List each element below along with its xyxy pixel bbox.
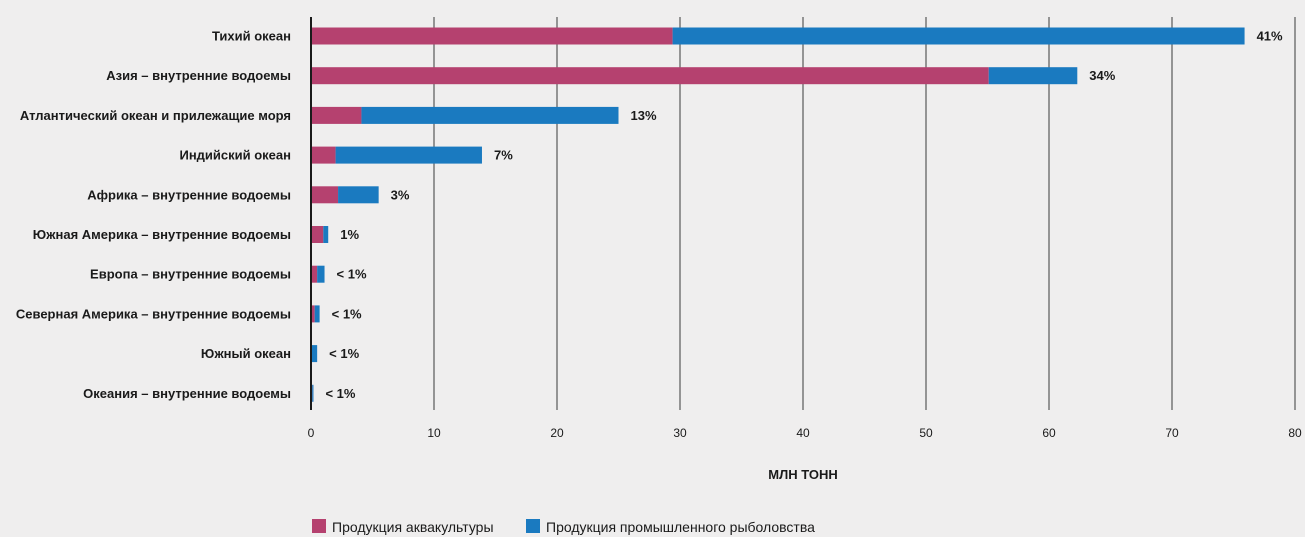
bar-aquaculture [311,305,315,323]
bar-capture [311,345,318,363]
bar-capture [335,146,482,164]
bar-capture [988,67,1078,85]
legend: Продукция аквакультуры Продукция промышле… [312,519,815,535]
data-labels: 41% 34% 13% 7% 3% 1% < 1% < 1% < 1% < 1% [325,29,1283,401]
data-label: 41% [1257,29,1283,44]
legend-label: Продукция промышленного рыболовства [546,519,815,535]
category-label: Азия – внутренние водоемы [106,68,291,83]
bar-aquaculture [311,27,673,45]
data-label: 7% [494,148,513,163]
category-labels: Тихий океан Азия – внутренние водоемы Атла… [16,29,291,401]
bar-capture [361,106,619,124]
bar-aquaculture [311,106,362,124]
bar-aquaculture [311,146,336,164]
data-label: < 1% [329,346,359,361]
x-tick-label: 70 [1165,426,1179,440]
bar-capture [338,186,379,204]
bar-aquaculture [311,226,324,243]
category-label: Южный океан [201,346,291,361]
bar-capture [312,384,314,402]
x-tick-label: 0 [308,426,315,440]
bar-capture [323,226,329,243]
legend-swatch [526,519,540,533]
data-label: 34% [1089,68,1115,83]
x-tick-label: 40 [796,426,810,440]
x-tick-label: 60 [1042,426,1056,440]
category-label: Северная Америка – внутренние водоемы [16,306,291,321]
data-label: < 1% [332,306,362,321]
legend-swatch [312,519,326,533]
category-label: Южная Америка – внутренние водоемы [33,227,291,242]
x-tick-label: 30 [673,426,687,440]
bar-aquaculture [311,67,989,85]
data-label: < 1% [325,386,355,401]
bars [311,27,1245,402]
x-axis-title: МЛН ТОНН [768,467,837,482]
x-tick-label: 20 [550,426,564,440]
data-label: 3% [391,187,410,202]
data-label: < 1% [337,267,367,282]
category-label: Европа – внутренние водоемы [90,267,291,282]
bar-capture [314,305,320,323]
x-tick-label: 50 [919,426,933,440]
x-tick-label: 10 [427,426,441,440]
category-label: Океания – внутренние водоемы [83,386,291,401]
category-label: Тихий океан [212,29,291,44]
legend-label: Продукция аквакультуры [332,519,494,535]
bar-capture [672,27,1245,45]
category-label: Атлантический океан и прилежащие моря [20,108,291,123]
bar-aquaculture [311,265,318,283]
x-tick-label: 80 [1288,426,1302,440]
category-label: Африка – внутренние водоемы [87,187,291,202]
bar-aquaculture [311,186,339,204]
bar-capture [317,265,325,283]
data-label: 1% [340,227,359,242]
x-tick-labels: 0 10 20 30 40 50 60 70 80 [308,426,1302,440]
data-label: 13% [631,108,657,123]
category-label: Индийский океан [179,148,291,163]
